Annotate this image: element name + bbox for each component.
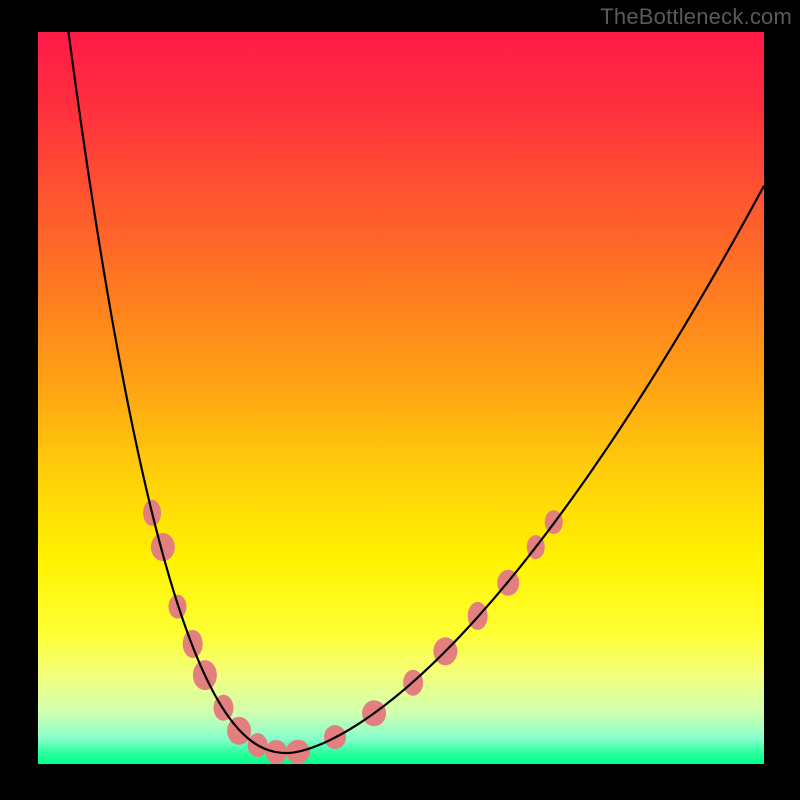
- chart-container: TheBottleneck.com: [0, 0, 800, 800]
- bottleneck-curve-layer: [38, 32, 764, 764]
- watermark-label: TheBottleneck.com: [600, 4, 792, 30]
- plot-area: [38, 32, 764, 764]
- bottleneck-curve: [68, 32, 764, 753]
- curve-markers: [143, 500, 563, 764]
